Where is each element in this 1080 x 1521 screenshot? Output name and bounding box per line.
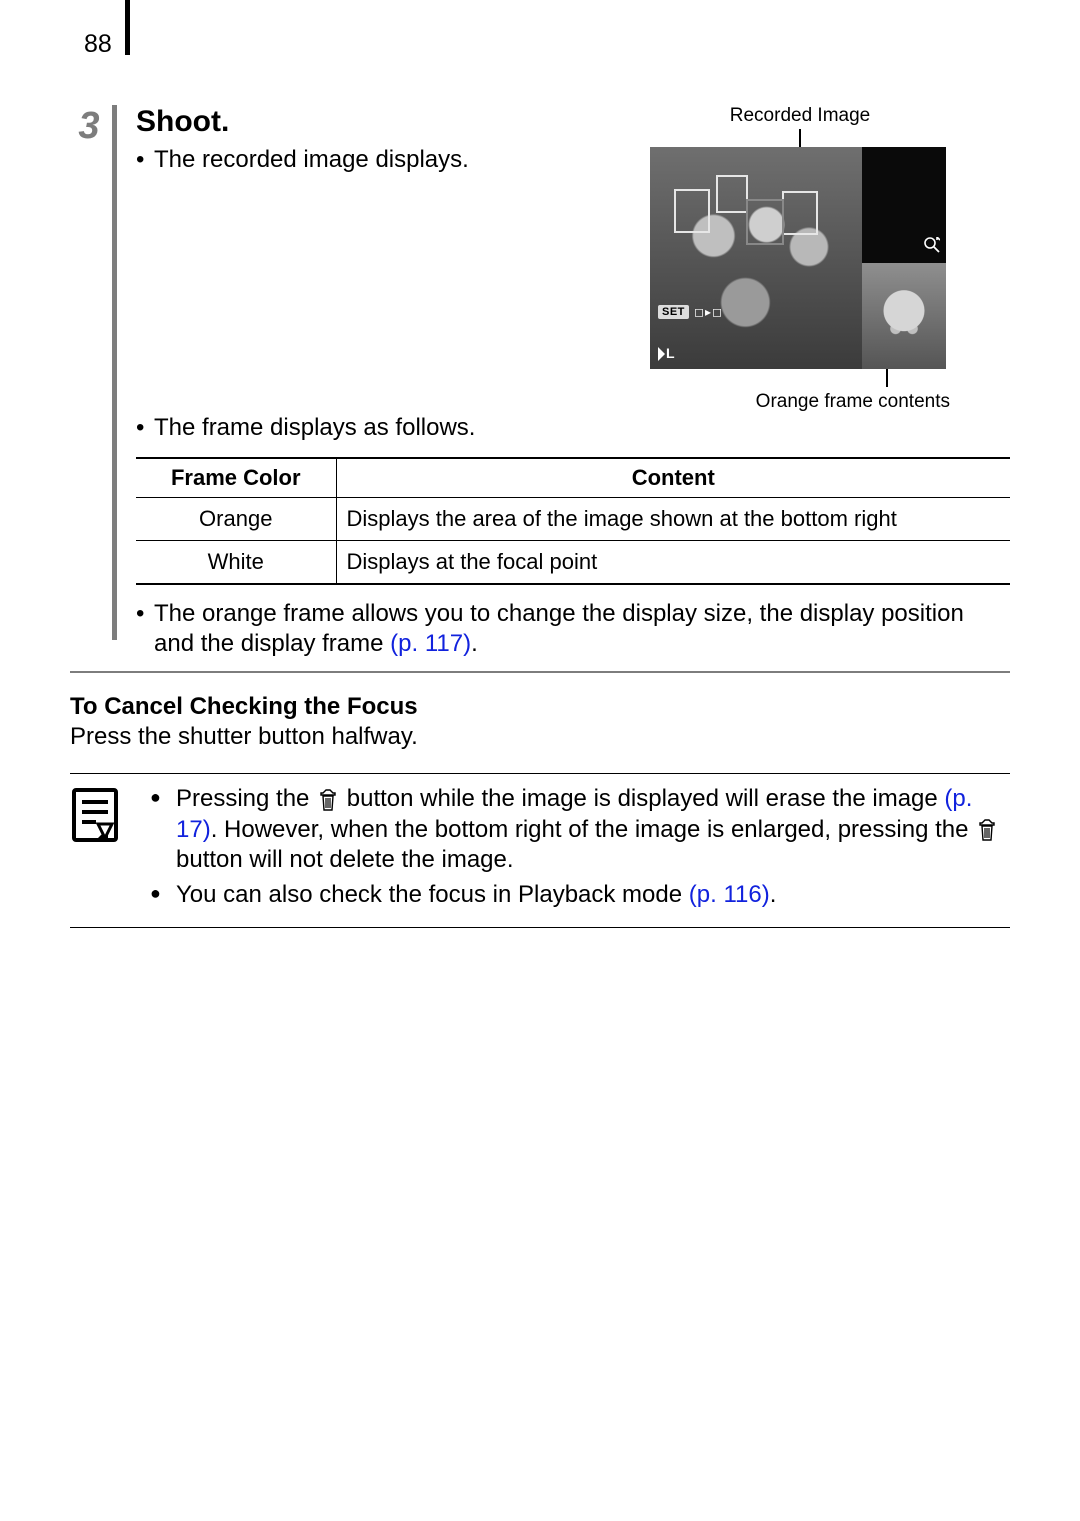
note2-text-a: You can also check the focus in Playback… <box>176 881 689 908</box>
zoom-thumbnail <box>862 263 946 369</box>
set-overlay-label: SET <box>658 305 689 319</box>
note2-text-b: . <box>770 881 777 908</box>
step-bullet-2: The frame displays as follows. <box>136 413 1010 443</box>
camera-screen: SET ◻▸◻ <box>650 147 946 369</box>
table-cell: Displays at the focal point <box>336 541 1010 585</box>
table-cell: Orange <box>136 498 336 541</box>
header-tick <box>125 0 130 55</box>
trash-icon <box>318 789 338 811</box>
note1-text-c: . However, when the bottom right of the … <box>211 816 975 843</box>
orange-frame-box <box>746 199 784 245</box>
bullet3-text-b: . <box>471 630 478 657</box>
step-number: 3 <box>68 105 110 147</box>
table-header-frame-color: Frame Color <box>136 458 336 498</box>
figure-caption-top: Recorded Image <box>650 105 950 127</box>
note-item-1: Pressing the button while the image is d… <box>150 784 1010 876</box>
note-list: Pressing the button while the image is d… <box>150 784 1010 915</box>
step-bullet-3: The orange frame allows you to change th… <box>136 599 1010 659</box>
face-box <box>674 189 710 233</box>
figure-tick-bottom <box>886 369 888 387</box>
step-block: 3 Recorded Image SET ◻▸◻ <box>70 105 1010 673</box>
set-overlay-swap-icon: ◻▸◻ <box>694 305 723 319</box>
quality-indicator-icon <box>658 345 674 361</box>
page-number: 88 <box>84 30 112 59</box>
table-row: White Displays at the focal point <box>136 541 1010 585</box>
page-header: 88 <box>70 30 1010 70</box>
trash-icon <box>977 819 997 841</box>
bullet3-text-a: The orange frame allows you to change th… <box>154 600 964 657</box>
cancel-heading: To Cancel Checking the Focus <box>70 693 1010 721</box>
table-cell: White <box>136 541 336 585</box>
face-box <box>782 191 818 235</box>
note-item-2: You can also check the focus in Playback… <box>150 880 1010 911</box>
photo-placeholder <box>650 147 862 369</box>
table-row: Orange Displays the area of the image sh… <box>136 498 1010 541</box>
note1-text-a: Pressing the <box>176 785 316 812</box>
note-block: Pressing the button while the image is d… <box>70 773 1010 928</box>
step-number-box: 3 <box>68 105 110 147</box>
note-memo-icon <box>72 784 118 915</box>
magnifier-icon <box>924 237 940 253</box>
page-ref-link[interactable]: (p. 117) <box>390 630 471 657</box>
note1-text-d: button will not delete the image. <box>176 846 514 873</box>
face-box <box>716 175 748 213</box>
table-header-content: Content <box>336 458 1010 498</box>
frame-color-table: Frame Color Content Orange Displays the … <box>136 457 1010 585</box>
table-cell: Displays the area of the image shown at … <box>336 498 1010 541</box>
note1-text-b: button while the image is displayed will… <box>340 785 944 812</box>
step-bullet-1: The recorded image displays. <box>136 145 1010 175</box>
step-end-rule <box>70 671 1010 673</box>
figure-caption-bottom: Orange frame contents <box>650 391 950 413</box>
cancel-text: Press the shutter button halfway. <box>70 723 1010 751</box>
page-ref-link[interactable]: (p. 116) <box>689 881 770 908</box>
step-vline <box>112 105 117 640</box>
